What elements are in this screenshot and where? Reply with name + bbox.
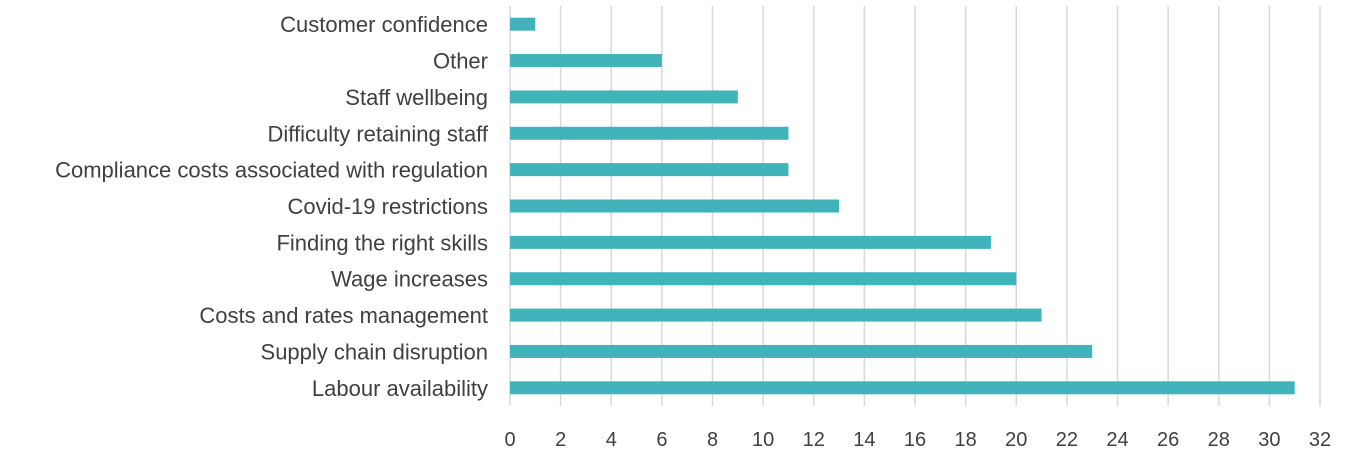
bar	[510, 17, 536, 31]
bar	[510, 381, 1295, 395]
category-label: Other	[433, 49, 488, 74]
x-tick-label: 14	[853, 429, 875, 450]
category-label: Supply chain disruption	[261, 339, 488, 364]
x-tick-label: 32	[1309, 429, 1331, 450]
category-label: Costs and rates management	[199, 303, 488, 328]
bar	[510, 308, 1042, 322]
category-label: Labour availability	[312, 376, 488, 401]
x-tick-label: 12	[803, 429, 825, 450]
x-tick-label: 30	[1258, 429, 1280, 450]
category-label: Staff wellbeing	[345, 85, 488, 110]
category-label: Covid-19 restrictions	[287, 194, 488, 219]
bar	[510, 235, 991, 249]
x-tick-label: 20	[1005, 429, 1027, 450]
x-tick-label: 2	[555, 429, 566, 450]
bar	[510, 90, 738, 104]
category-label: Difficulty retaining staff	[267, 121, 488, 146]
category-label: Customer confidence	[280, 12, 488, 37]
x-tick-label: 4	[606, 429, 617, 450]
category-label: Wage increases	[331, 267, 488, 292]
x-tick-label: 24	[1106, 429, 1128, 450]
bar	[510, 199, 840, 213]
x-tick-label: 18	[955, 429, 977, 450]
x-tick-label: 10	[752, 429, 774, 450]
x-tick-label: 16	[904, 429, 926, 450]
category-labels: Customer confidence Other Staff wellbeing D…	[55, 12, 489, 401]
category-label: Compliance costs associated with regulat…	[55, 158, 488, 183]
bar	[510, 163, 789, 177]
x-tick-labels: 0 2 4 6 8 10 12 14 16 18 20 22 24 26 28 30 32	[504, 429, 1331, 451]
bar	[510, 344, 1093, 358]
x-tick-label: 6	[656, 429, 667, 450]
bar	[510, 54, 662, 68]
bar	[510, 126, 789, 140]
x-tick-label: 8	[707, 429, 718, 450]
bars	[510, 17, 1295, 395]
category-label: Finding the right skills	[276, 230, 488, 255]
x-tick-label: 0	[504, 429, 515, 450]
x-tick-label: 28	[1208, 429, 1230, 450]
x-tick-label: 22	[1056, 429, 1078, 450]
x-tick-label: 26	[1157, 429, 1179, 450]
bar	[510, 272, 1017, 286]
